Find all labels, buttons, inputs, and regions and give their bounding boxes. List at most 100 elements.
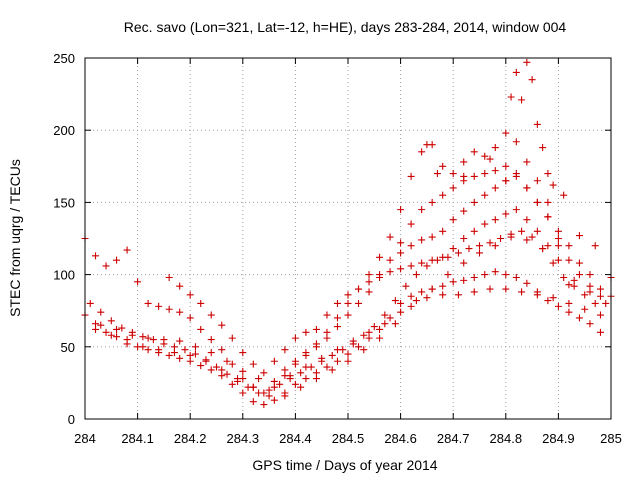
data-points [81,58,615,409]
series-track-5 [92,285,604,400]
series-track-6 [97,233,610,385]
data-point [302,363,310,371]
y-tick-label: 250 [53,51,75,66]
data-point [575,271,583,279]
data-point [449,216,457,224]
data-point [407,172,415,180]
data-point [533,120,541,128]
data-point [218,321,226,329]
data-point [439,191,447,199]
data-point [323,311,331,319]
data-point [249,383,257,391]
data-point [276,380,284,388]
data-point [107,317,115,325]
data-point [544,213,552,221]
data-point [523,236,531,244]
data-point [533,291,541,299]
data-point [197,325,205,333]
data-point [428,198,436,206]
data-point [170,349,178,357]
data-point [512,273,520,281]
data-point [333,346,341,354]
series-track-1 [81,268,604,409]
data-point [407,220,415,228]
data-point [281,346,289,354]
data-point [449,245,457,253]
data-point [223,370,231,378]
data-point [207,349,215,357]
data-point [281,366,289,374]
data-point [460,172,468,180]
data-point [481,191,489,199]
data-point [497,235,505,242]
data-point [418,288,426,296]
data-point [523,158,531,166]
data-point [554,242,562,250]
data-point [370,323,378,331]
data-point [160,336,168,344]
data-point [107,331,115,339]
data-point [565,242,573,250]
data-point [134,278,142,286]
data-point [591,242,599,250]
data-point [512,206,520,214]
data-point [176,337,184,345]
data-point [344,311,352,319]
data-point [123,246,131,254]
data-point [355,285,363,293]
data-point [239,367,247,375]
data-point [502,162,510,170]
data-point [491,216,499,224]
data-point [470,288,478,296]
data-point [260,389,268,397]
data-point [528,233,536,241]
data-point [586,271,594,279]
data-point [249,398,257,406]
data-point [418,236,426,244]
data-point [544,297,552,305]
data-point [412,271,420,279]
data-point [523,58,531,66]
data-point [454,291,462,299]
data-point [260,401,268,409]
x-tick-label: 284.3 [227,431,260,446]
data-point [328,351,336,359]
data-point [533,177,541,185]
data-point [428,285,436,293]
y-tick-labels: 0 50 100 150 200 250 [53,51,75,427]
data-point [397,239,405,247]
data-point [144,299,152,307]
x-tick-label: 284.1 [121,431,154,446]
data-point [186,291,194,299]
data-point [486,239,494,247]
data-point [407,292,415,300]
series-track-4 [281,129,552,374]
x-tick-label: 285 [600,431,622,446]
data-point [397,308,405,316]
data-point [502,129,510,137]
data-point [549,181,557,189]
data-point [228,380,236,388]
data-point [397,299,405,307]
x-tick-label: 284.6 [384,431,417,446]
data-point [302,328,310,336]
data-point [476,249,483,257]
data-point [554,256,562,264]
data-point [312,340,320,348]
data-point [186,351,194,359]
data-point [176,282,184,290]
data-point [502,210,510,218]
data-point [270,377,278,385]
data-point [128,331,136,339]
data-point [297,369,305,377]
data-point [544,198,552,206]
data-point [481,152,489,160]
data-point [139,333,147,341]
data-point [486,285,494,293]
data-point [518,227,526,235]
data-point [376,325,384,333]
data-point [360,346,368,354]
data-point [439,253,447,261]
data-point [228,360,236,368]
